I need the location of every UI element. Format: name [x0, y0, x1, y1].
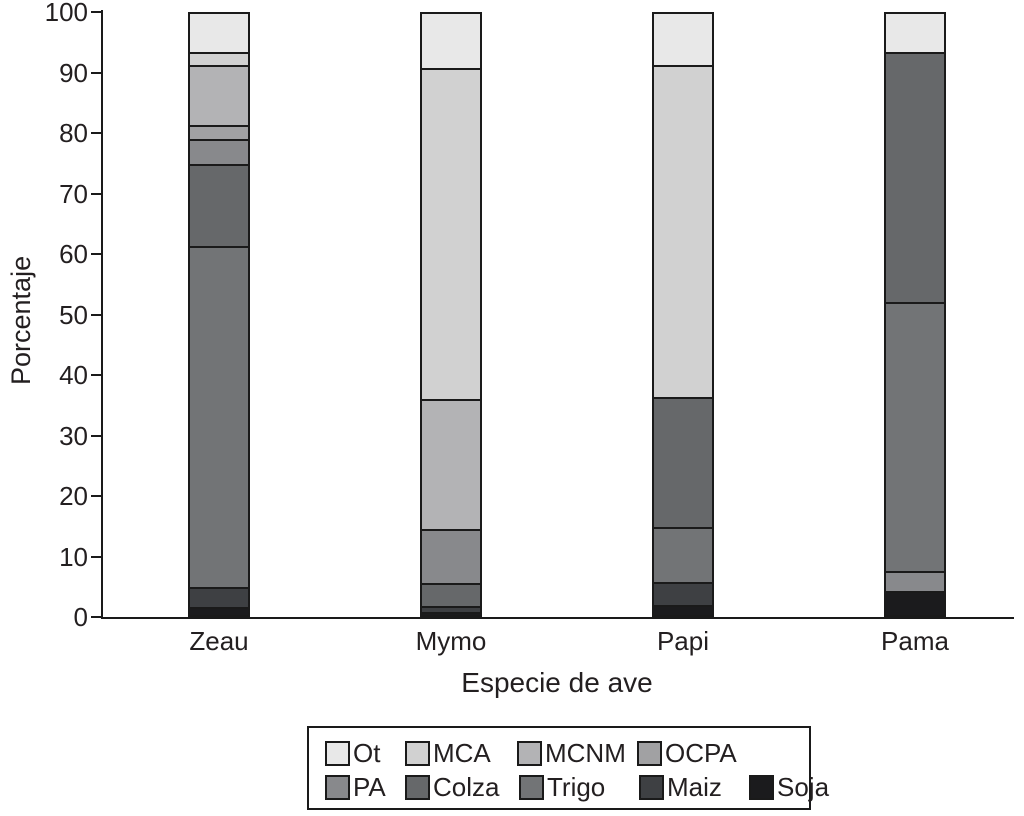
legend-row: Ot MCA MCNM OCPA	[309, 738, 809, 768]
legend-label: Maiz	[667, 772, 722, 802]
legend-item-pa: PA	[325, 772, 386, 802]
legend-swatch-icon	[639, 774, 664, 800]
bar-segment-mca	[188, 52, 250, 65]
bar-segment-ocpa	[188, 125, 250, 139]
legend-item-ot: Ot	[325, 738, 380, 768]
legend-swatch-icon	[325, 740, 350, 766]
y-tick-label: 70	[59, 178, 88, 209]
bar-segment-colza	[420, 583, 482, 606]
bar-zeau	[188, 12, 250, 617]
y-tick-mark	[91, 11, 102, 13]
legend-item-mcnm: MCNM	[517, 738, 626, 768]
y-tick-mark	[91, 434, 102, 437]
bar-segment-ot	[420, 12, 482, 68]
bar-segment-colza	[884, 52, 946, 302]
legend-swatch-icon	[325, 774, 350, 800]
bar-segment-maiz	[652, 582, 714, 605]
legend-swatch-icon	[405, 740, 430, 766]
legend-label: Trigo	[547, 772, 606, 802]
x-category-label-papi: Papi	[656, 626, 710, 656]
y-tick-label: 10	[59, 541, 88, 572]
bar-pama	[884, 12, 946, 617]
bar-segment-pa	[884, 571, 946, 591]
legend-label: MCNM	[545, 738, 626, 768]
y-tick-mark	[91, 555, 102, 558]
y-tick-label: 80	[59, 118, 88, 148]
y-tick-label: 0	[73, 602, 88, 632]
y-tick-mark	[91, 253, 102, 255]
y-tick-label: 90	[59, 57, 88, 88]
y-tick-label: 20	[59, 481, 88, 511]
y-tick-label: 60	[59, 239, 88, 269]
legend-item-trigo: Trigo	[519, 772, 605, 802]
y-tick-mark	[91, 192, 102, 195]
legend-item-maiz: Maiz	[639, 772, 722, 802]
bar-segment-soja	[884, 591, 946, 617]
legend-swatch-icon	[749, 774, 774, 800]
x-category-label-mymo: Mymo	[415, 626, 487, 656]
y-tick-mark	[91, 374, 102, 376]
x-axis-line	[101, 617, 1014, 619]
legend-item-colza: Colza	[405, 772, 499, 802]
y-axis-line	[101, 10, 103, 619]
legend-label: OCPA	[665, 738, 737, 768]
bar-segment-mcnm	[420, 399, 482, 529]
y-tick-label: 40	[59, 360, 88, 390]
bar-segment-pa	[420, 529, 482, 583]
legend-label: Soja	[777, 772, 830, 802]
bar-segment-pa	[188, 139, 250, 164]
y-tick-label: 30	[59, 420, 88, 451]
bar-segment-colza	[652, 397, 714, 527]
bar-segment-ot	[884, 12, 946, 52]
bar-segment-mca	[420, 68, 482, 399]
bar-segment-soja	[420, 612, 482, 617]
y-tick-mark	[91, 616, 102, 618]
bar-segment-soja	[188, 607, 250, 617]
legend-swatch-icon	[517, 740, 542, 766]
legend-swatch-icon	[637, 740, 662, 766]
y-tick-label: 50	[59, 299, 88, 330]
legend-label: Colza	[433, 772, 500, 802]
y-tick-mark	[91, 132, 102, 134]
bar-segment-soja	[652, 605, 714, 617]
legend-label: MCA	[433, 738, 491, 768]
legend-swatch-icon	[519, 774, 544, 800]
y-tick-mark	[91, 313, 102, 316]
bar-segment-trigo	[188, 246, 250, 587]
legend-swatch-icon	[405, 774, 430, 800]
y-tick-mark	[91, 71, 102, 74]
bar-segment-ot	[652, 12, 714, 65]
bar-segment-maiz	[188, 587, 250, 607]
bar-segment-mca	[652, 65, 714, 397]
bar-segment-colza	[188, 164, 250, 246]
bar-segment-ot	[188, 12, 250, 52]
bar-segment-trigo	[884, 302, 946, 571]
y-tick-label: 100	[44, 0, 88, 27]
legend-item-mca: MCA	[405, 738, 491, 768]
legend: Ot MCA MCNM OCPA PA Colza Trigo Maiz Soja	[307, 726, 829, 810]
bar-segment-maiz	[420, 606, 482, 612]
x-category-label-pama: Pama	[881, 626, 949, 656]
y-tick-mark	[91, 495, 102, 497]
x-axis-title: Especie de ave	[461, 667, 653, 698]
legend-row: PA Colza Trigo Maiz Soja	[309, 772, 829, 802]
legend-item-soja: Soja	[749, 772, 829, 802]
legend-label: PA	[353, 772, 386, 802]
x-category-label-zeau: Zeau	[189, 626, 249, 656]
bar-segment-mcnm	[188, 65, 250, 125]
bar-mymo	[420, 12, 482, 617]
bar-papi	[652, 12, 714, 617]
bar-segment-trigo	[652, 527, 714, 582]
legend-label: Ot	[353, 738, 381, 768]
legend-item-ocpa: OCPA	[637, 738, 737, 768]
